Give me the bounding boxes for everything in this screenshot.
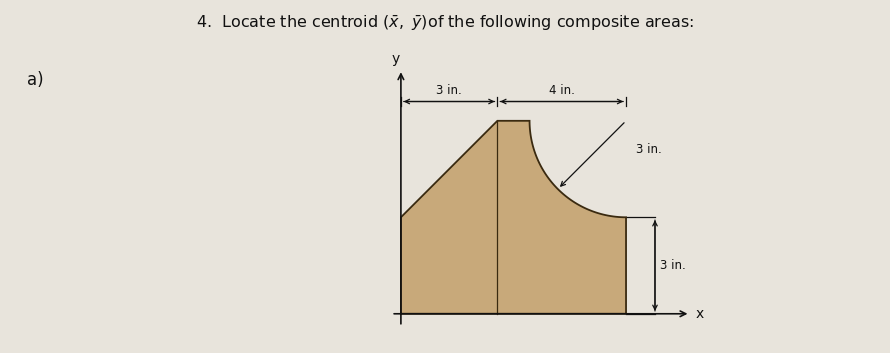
Text: 4 in.: 4 in. (549, 84, 575, 97)
Polygon shape (400, 121, 626, 314)
Text: 3 in.: 3 in. (659, 259, 685, 272)
Text: 4.  Locate the centroid $(\bar{x},\ \bar{y})$of the following composite areas:: 4. Locate the centroid $(\bar{x},\ \bar{… (196, 14, 694, 33)
Text: 3 in.: 3 in. (436, 84, 462, 97)
Text: a): a) (27, 71, 44, 89)
Text: 3 in.: 3 in. (635, 143, 661, 156)
Text: x: x (695, 307, 703, 321)
Text: y: y (392, 52, 401, 66)
